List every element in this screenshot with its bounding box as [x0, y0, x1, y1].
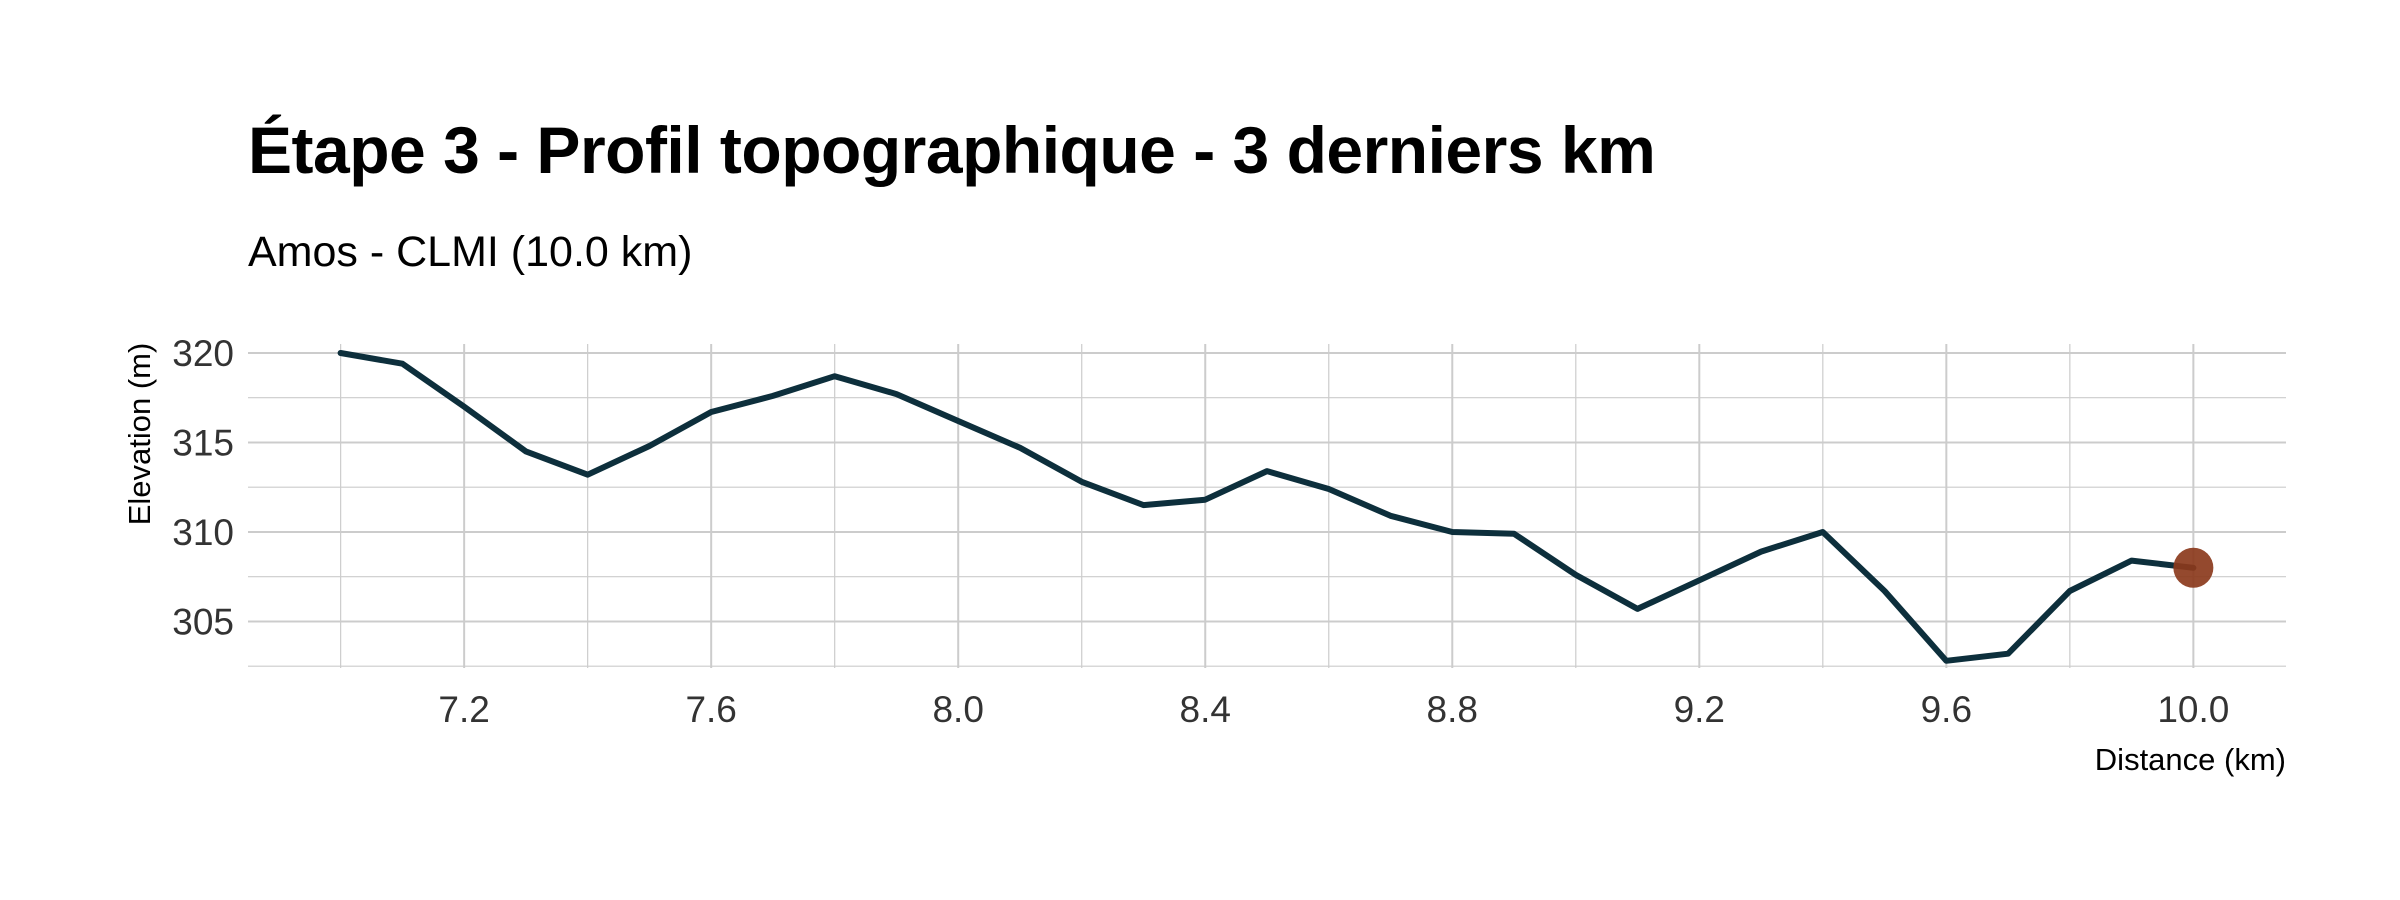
minor-gridlines [248, 344, 2286, 668]
x-tick-label: 8.4 [1180, 689, 1231, 730]
x-tick-label: 7.6 [685, 689, 736, 730]
y-tick-label: 310 [172, 512, 234, 553]
y-tick-label: 315 [172, 422, 234, 463]
chart-subtitle: Amos - CLMI (10.0 km) [248, 228, 693, 276]
end-point-marker [2173, 547, 2214, 588]
x-tick-label: 9.6 [1921, 689, 1972, 730]
x-tick-label: 9.2 [1674, 689, 1725, 730]
x-tick-label: 8.8 [1427, 689, 1478, 730]
y-axis-tick-labels: 305 310 315 320 [172, 333, 234, 643]
elevation-line [337, 350, 2197, 664]
x-tick-label: 8.0 [932, 689, 983, 730]
y-tick-label: 305 [172, 601, 234, 642]
x-axis-title: Distance (km) [2095, 742, 2286, 777]
y-tick-label: 320 [172, 333, 234, 374]
chart-title: Étape 3 - Profil topographique - 3 derni… [248, 113, 1656, 187]
y-axis-title: Elevation (m) [122, 343, 157, 526]
major-gridlines [248, 344, 2286, 668]
x-tick-label: 7.2 [438, 689, 489, 730]
x-axis-tick-labels: 7.2 7.6 8.0 8.4 8.8 9.2 9.6 10.0 [438, 689, 2229, 730]
x-tick-label: 10.0 [2157, 689, 2229, 730]
